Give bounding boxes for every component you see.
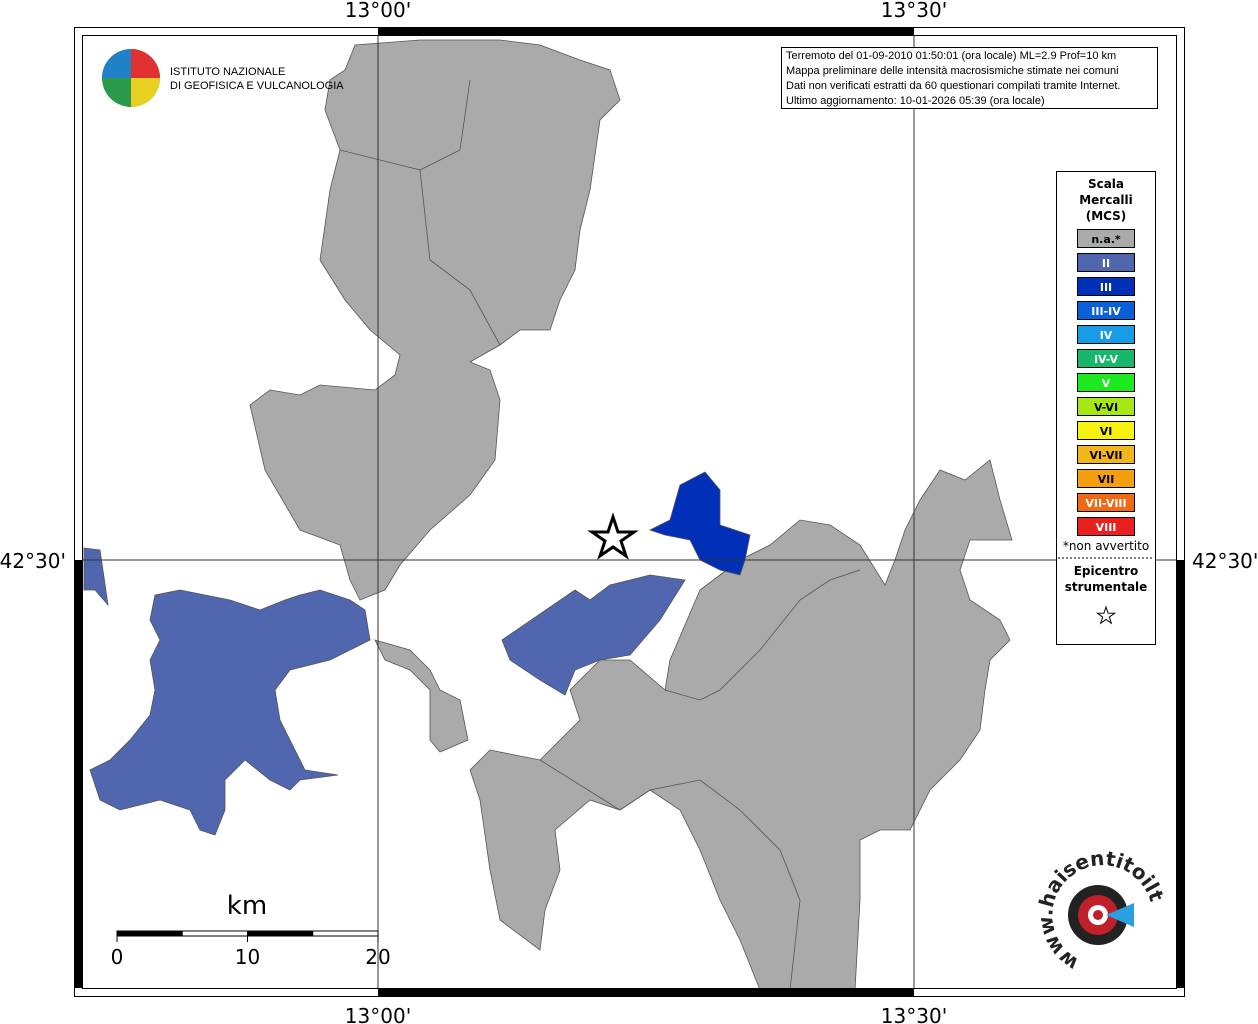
epicenter <box>587 512 639 560</box>
scale-label: 0 <box>111 945 124 969</box>
legend-label: VII-VIII <box>1085 497 1126 510</box>
legend-label: V <box>1102 377 1111 390</box>
legend-swatch <box>1077 517 1135 536</box>
area <box>83 547 109 607</box>
logo-globe <box>131 78 160 107</box>
info-box <box>781 47 1158 109</box>
scale-label: 10 <box>235 945 260 969</box>
area <box>648 471 751 576</box>
scale-segment <box>312 930 379 937</box>
legend-label: V-VI <box>1094 401 1118 414</box>
scale-segment <box>116 930 183 937</box>
border <box>339 149 501 346</box>
scale-segment <box>181 930 248 937</box>
legend-note: *non avvertito <box>1063 539 1149 553</box>
legend-swatch <box>1077 325 1135 344</box>
lon-label: 13°00' <box>345 1004 411 1024</box>
watermark-logo <box>1106 903 1134 927</box>
area <box>501 574 686 696</box>
legend-title: Mercalli <box>1079 193 1133 207</box>
logo-globe <box>131 49 160 78</box>
legend-swatch <box>1077 373 1135 392</box>
logo-globe <box>102 49 131 78</box>
logo-text: ISTITUTO NAZIONALE <box>170 66 285 78</box>
scale-bar: 0 10 20 <box>111 930 391 969</box>
watermark-logo <box>1093 910 1103 920</box>
scale-label: 20 <box>365 945 390 969</box>
legend-title: (MCS) <box>1086 209 1127 223</box>
lat-label: 42°30' <box>1192 549 1258 573</box>
info-line: Terremoto del 01-09-2010 01:50:01 (ora l… <box>786 50 1116 62</box>
legend-star <box>1095 605 1117 625</box>
legend-label: IV-V <box>1094 353 1119 366</box>
legend-label: VIII <box>1096 521 1117 534</box>
scale-segment <box>247 930 314 937</box>
border <box>664 569 861 701</box>
legend: ScalaMercalli(MCS)n.a.*IIIIIIII-IVIVIV-V… <box>1058 177 1154 625</box>
legend-label: III <box>1100 281 1112 294</box>
frame-bar <box>74 560 82 988</box>
frame-bar <box>1176 560 1184 988</box>
info-line: Mappa preliminare delle intensità macros… <box>786 65 1119 77</box>
legend-swatch <box>1077 277 1135 296</box>
border <box>539 759 801 991</box>
area <box>374 639 469 753</box>
legend-epicenter: Epicentro <box>1074 564 1139 578</box>
legend-epicenter: strumentale <box>1065 580 1148 594</box>
info-line: Ultimo aggiornamento: 10-01-2026 05:39 (… <box>786 95 1045 107</box>
legend-label: IV <box>1100 329 1113 342</box>
legend-swatch <box>1077 421 1135 440</box>
info-line: Dati non verificati estratti da 60 quest… <box>786 80 1120 92</box>
legend-label: n.a.* <box>1091 233 1121 246</box>
lon-label: 13°00' <box>345 0 411 22</box>
legend-label: VII <box>1098 473 1115 486</box>
lon-label: 13°30' <box>881 0 947 22</box>
legend-swatch <box>1077 229 1135 248</box>
legend-swatch <box>1077 493 1135 512</box>
lon-label: 13°30' <box>881 1004 947 1024</box>
lat-label: 42°30' <box>0 549 66 573</box>
area <box>89 589 371 836</box>
legend-swatch <box>1077 397 1135 416</box>
legend-swatch <box>1077 349 1135 368</box>
frame-bar <box>378 27 914 35</box>
legend-swatch <box>1077 445 1135 464</box>
legend-label: VI-VII <box>1089 449 1122 462</box>
legend-swatch <box>1077 253 1135 272</box>
area <box>249 39 621 601</box>
legend-swatch <box>1077 469 1135 488</box>
scale-unit: km <box>227 891 267 921</box>
border <box>419 79 471 171</box>
info-lines: Terremoto del 01-09-2010 01:50:01 (ora l… <box>786 50 1120 107</box>
legend-label: II <box>1102 257 1110 270</box>
logo-text: DI GEOFISICA E VULCANOLOGIA <box>170 80 344 92</box>
legend-label: VI <box>1100 425 1113 438</box>
area <box>469 459 1013 991</box>
legend-label: III-IV <box>1091 305 1121 318</box>
legend-swatch <box>1077 301 1135 320</box>
legend-title: Scala <box>1088 177 1124 191</box>
frame-bar <box>378 988 914 996</box>
